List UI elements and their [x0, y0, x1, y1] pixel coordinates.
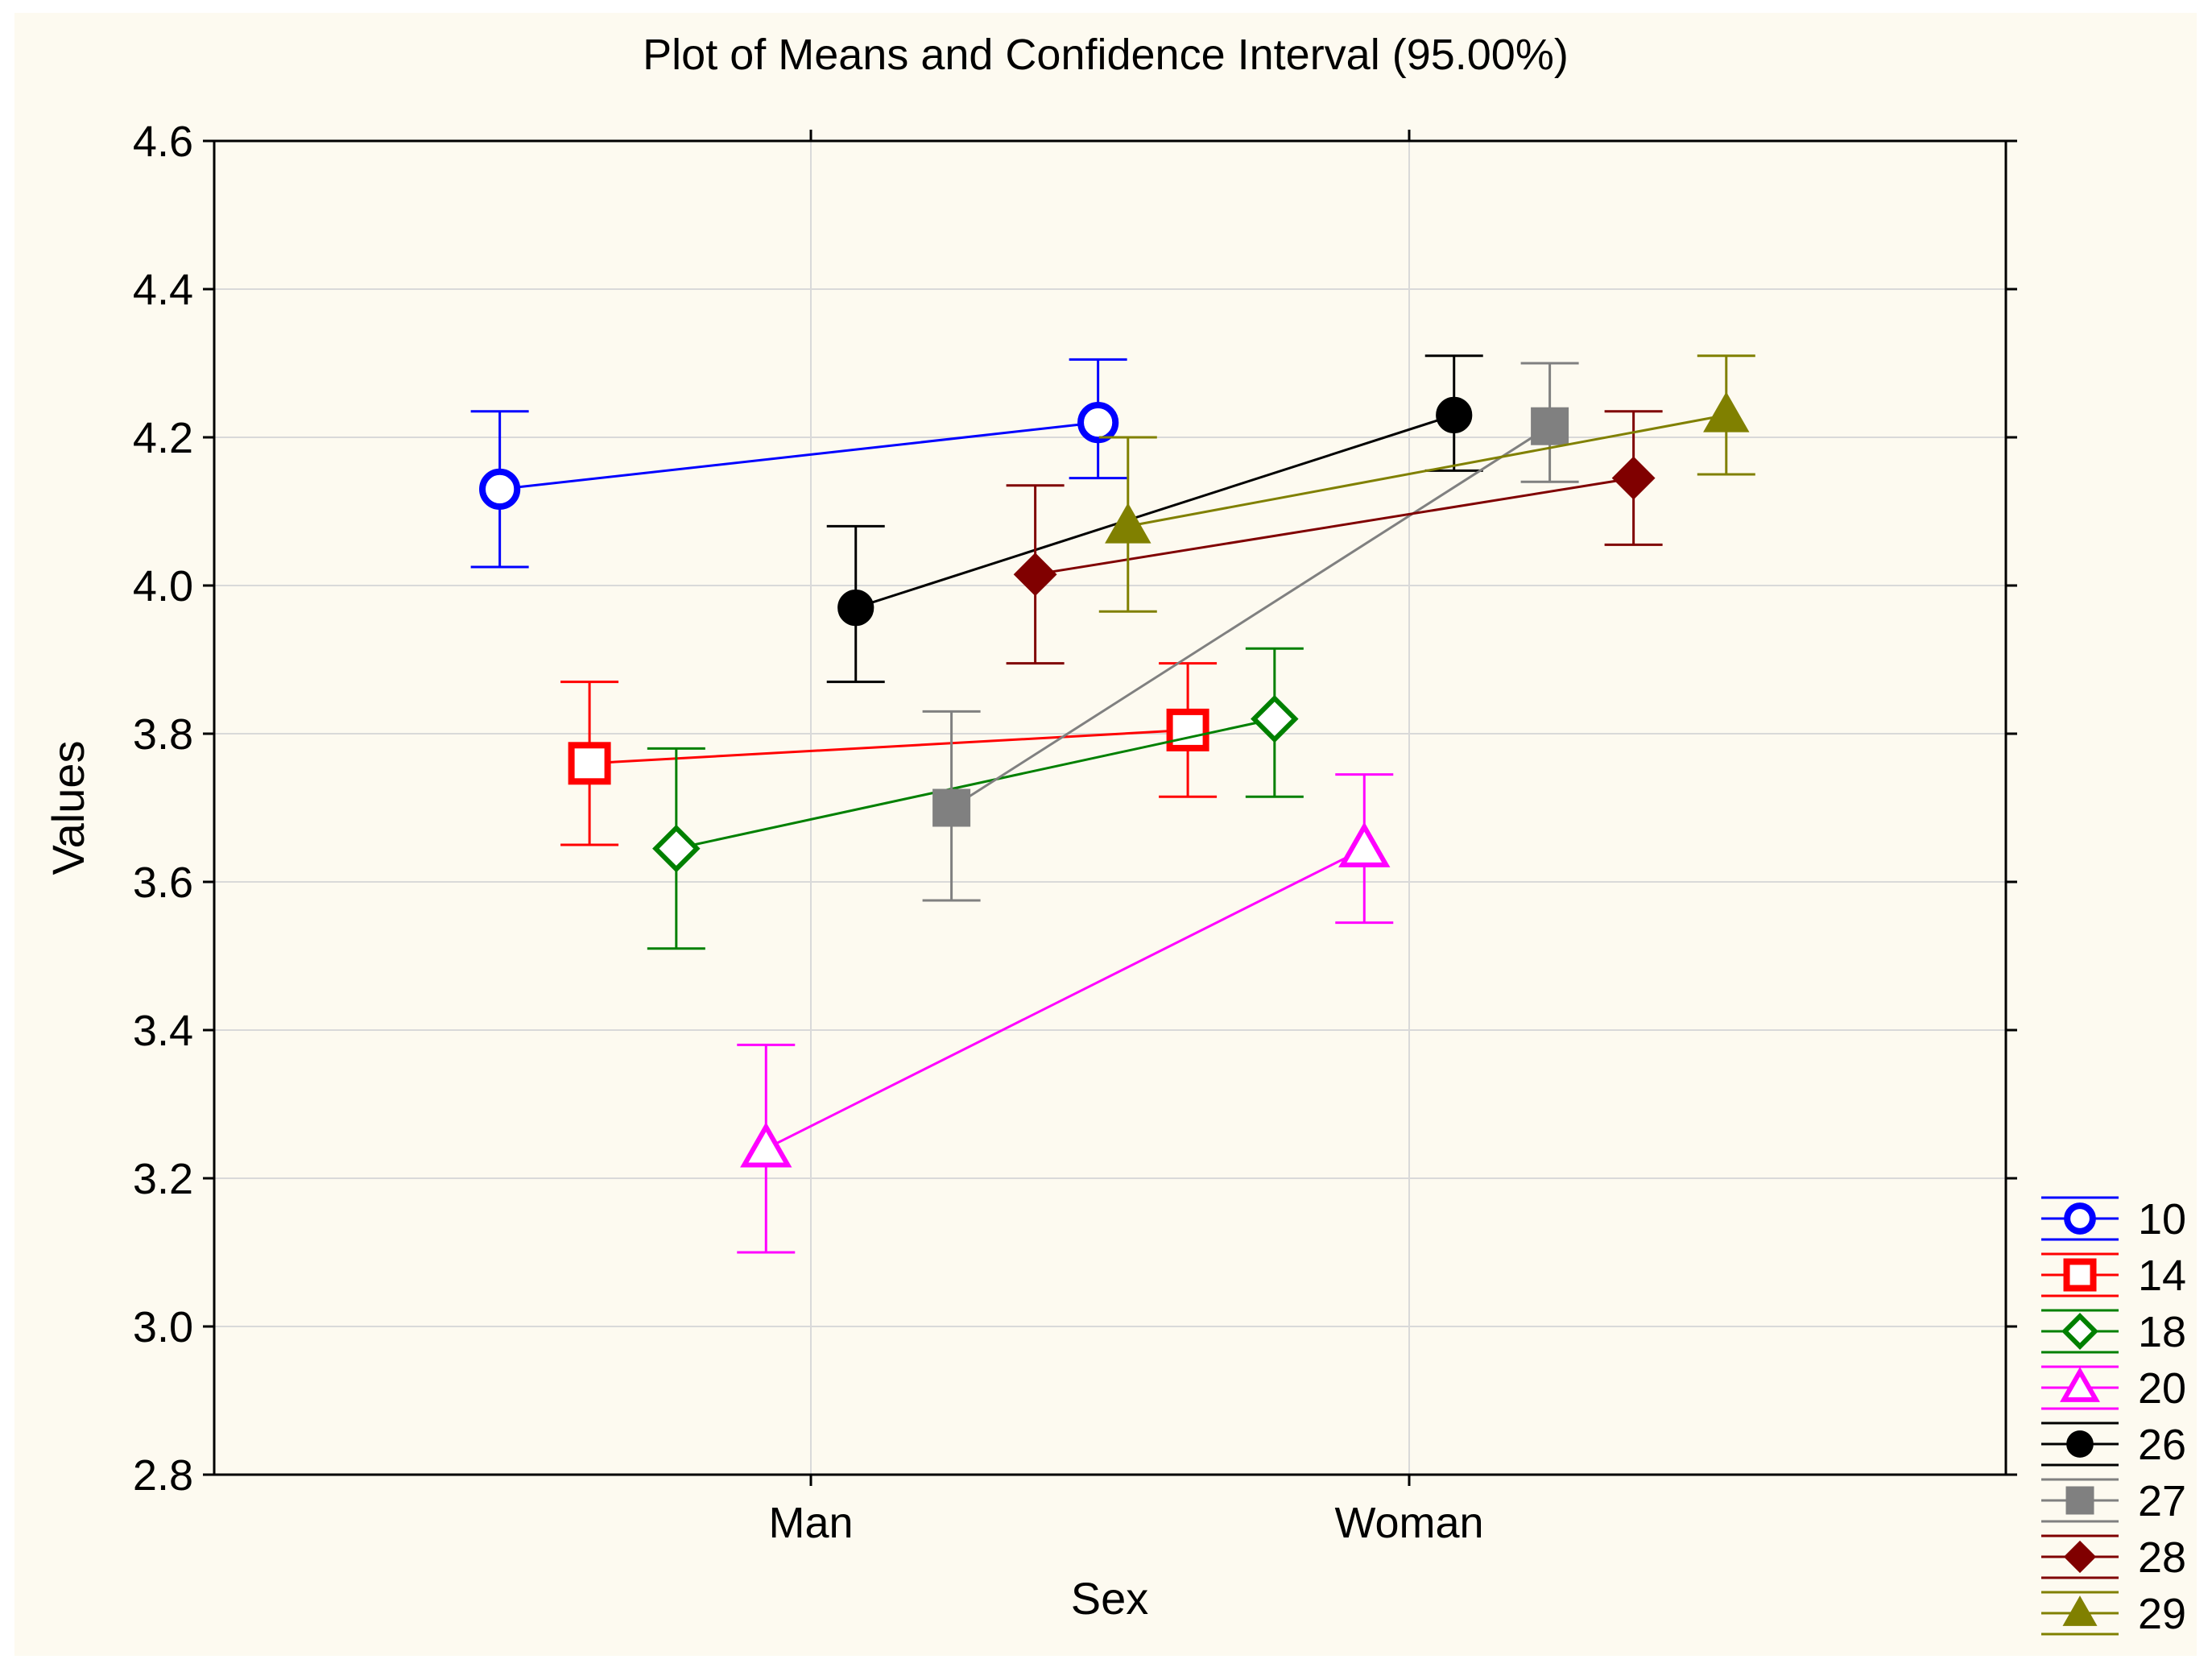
series-27 [922, 362, 1579, 902]
legend-item-28: 28 [2041, 1533, 2186, 1582]
legend-item-27: 27 [2041, 1477, 2186, 1525]
legend-marker [2066, 1430, 2094, 1458]
x-tick-label: Woman [1334, 1499, 1483, 1547]
legend-item-29: 29 [2041, 1590, 2186, 1638]
y-tick-label: 2.8 [133, 1451, 193, 1500]
series-line [950, 424, 1551, 809]
mean-point [1611, 456, 1656, 500]
y-tick-label: 3.2 [133, 1155, 193, 1203]
legend-marker [2065, 1486, 2094, 1515]
mean-point [1531, 407, 1569, 445]
series-14 [560, 662, 1218, 846]
mean-point [1013, 552, 1057, 597]
legend-label: 10 [2138, 1195, 2186, 1244]
legend-item-18: 18 [2041, 1308, 2186, 1356]
mean-point [1077, 402, 1119, 444]
mean-point [479, 468, 521, 511]
mean-point [568, 742, 611, 785]
legend-label: 26 [2138, 1421, 2186, 1469]
x-tick-label: Man [768, 1499, 853, 1547]
series-line [855, 413, 1455, 610]
mean-point [1436, 396, 1473, 433]
series-line [589, 728, 1189, 765]
series-layer [470, 354, 1755, 1254]
series-28 [1006, 410, 1663, 665]
legend-label: 29 [2138, 1590, 2186, 1638]
axis-ticks: 2.8 3.0 3.2 3.4 3.6 3.8 4.0 4.2 4.4 4.6 Man Woman [133, 118, 2017, 1547]
series-line [765, 847, 1365, 1150]
legend-label: 14 [2138, 1252, 2186, 1300]
mean-point [1166, 708, 1209, 751]
legend-item-10: 10 [2041, 1195, 2186, 1244]
y-axis-title: Values [43, 740, 93, 875]
mean-point [932, 788, 971, 827]
mean-point [837, 590, 874, 627]
chart-title: Plot of Means and Confidence Interval (9… [643, 31, 1569, 79]
series-line [1127, 413, 1727, 528]
legend-marker [2063, 1540, 2097, 1574]
legend-item-14: 14 [2041, 1252, 2186, 1300]
y-tick-label: 3.6 [133, 859, 193, 907]
mean-point [1105, 503, 1151, 544]
y-tick-label: 3.0 [133, 1303, 193, 1351]
legend-label: 28 [2138, 1533, 2186, 1582]
y-tick-label: 3.4 [133, 1007, 193, 1055]
legend-item-26: 26 [2041, 1421, 2186, 1469]
legend-marker [2063, 1258, 2097, 1292]
series-line [676, 718, 1276, 850]
series-line [1035, 477, 1634, 576]
legend-label: 18 [2138, 1308, 2186, 1356]
gridlines [214, 140, 2006, 1475]
mean-point [1251, 694, 1299, 743]
series-29 [1098, 354, 1755, 613]
y-tick-label: 4.0 [133, 562, 193, 610]
mean-point [1338, 821, 1391, 867]
series-10 [470, 358, 1127, 569]
legend-label: 27 [2138, 1477, 2186, 1525]
mean-point [1703, 391, 1750, 432]
y-tick-label: 4.4 [133, 266, 193, 314]
legend-marker [2064, 1202, 2096, 1235]
plot-frame [213, 139, 2007, 1476]
legend-label: 20 [2138, 1364, 2186, 1413]
series-line [499, 421, 1098, 490]
legend-marker [2061, 1313, 2098, 1350]
legend-marker [2062, 1595, 2098, 1626]
legend-marker [2060, 1367, 2100, 1402]
series-18 [647, 647, 1304, 950]
means-ci-chart: Plot of Means and Confidence Interval (9… [43, 31, 2186, 1638]
legend-item-20: 20 [2041, 1364, 2186, 1413]
mean-point [652, 824, 701, 873]
chart-panel: Plot of Means and Confidence Interval (9… [14, 13, 2197, 1656]
y-tick-label: 4.2 [133, 414, 193, 462]
y-tick-label: 4.6 [133, 118, 193, 166]
x-axis-title: Sex [1071, 1573, 1149, 1624]
series-20 [737, 773, 1394, 1254]
y-tick-label: 3.8 [133, 710, 193, 759]
series-26 [826, 354, 1483, 684]
legend: 10 14 18 20 26 27 28 29 [2041, 1195, 2186, 1638]
mean-point [740, 1122, 792, 1168]
